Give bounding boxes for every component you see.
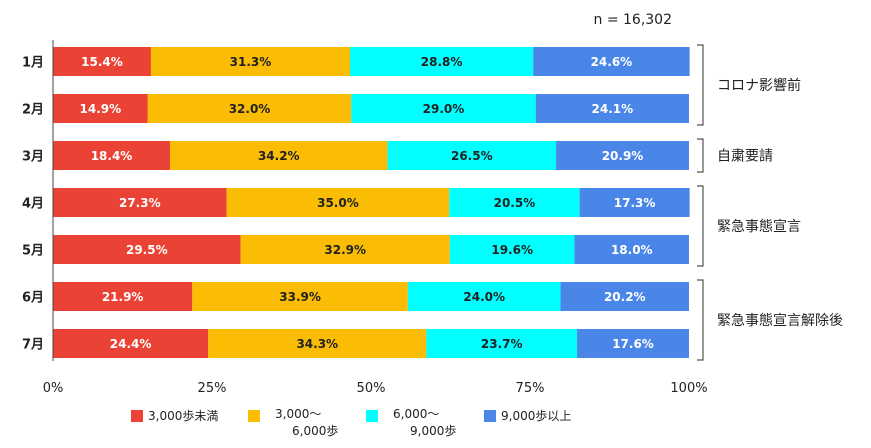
data-label: 17.6%	[612, 337, 654, 351]
bar-segment	[53, 329, 209, 358]
bar-segment	[53, 94, 148, 123]
data-label: 24.0%	[463, 290, 505, 304]
data-label: 18.0%	[611, 243, 653, 257]
data-label: 15.4%	[81, 55, 123, 69]
data-label: 21.9%	[102, 290, 144, 304]
data-label: 31.3%	[230, 55, 272, 69]
bar-segment	[350, 47, 534, 76]
x-tick-label: 100%	[670, 381, 707, 396]
group-label: 緊急事態宣言	[717, 219, 801, 235]
legend-swatch	[131, 410, 143, 422]
group-bracket	[697, 279, 704, 361]
category-label: 4月	[22, 197, 44, 212]
data-label: 18.4%	[91, 149, 133, 163]
x-tick-label: 0%	[43, 381, 64, 396]
group-label: コロナ影響前	[717, 77, 801, 94]
data-label: 17.3%	[614, 196, 656, 210]
bar-segment	[560, 282, 689, 311]
bar-segment	[147, 94, 352, 123]
legend-label: 9,000歩	[410, 423, 456, 438]
data-label: 34.3%	[296, 337, 338, 351]
data-label: 24.1%	[592, 102, 634, 116]
bar-segment	[577, 329, 689, 358]
bar-segment	[226, 188, 450, 217]
category-label: 5月	[22, 244, 44, 259]
legend-label: 6,000～	[393, 407, 439, 421]
x-tick-label: 25%	[198, 381, 227, 396]
group-bracket	[697, 44, 704, 126]
bar-segment	[351, 94, 536, 123]
group-bracket	[697, 185, 704, 267]
data-label: 20.2%	[604, 290, 646, 304]
data-label: 20.5%	[494, 196, 536, 210]
bar-segment	[150, 47, 351, 76]
y-axis-categories: 1月 2月 3月 4月 5月 6月 7月	[22, 56, 44, 353]
category-label: 7月	[22, 338, 44, 353]
data-label: 14.9%	[80, 102, 122, 116]
legend-swatch	[248, 410, 260, 422]
bar-segment	[53, 141, 171, 170]
bar-segment	[407, 282, 561, 311]
data-label: 35.0%	[317, 196, 359, 210]
category-label: 2月	[22, 103, 44, 118]
data-label: 33.9%	[279, 290, 321, 304]
data-label: 34.2%	[258, 149, 300, 163]
data-label: 29.0%	[423, 102, 465, 116]
x-axis: 0% 25% 50% 75% 100%	[43, 40, 708, 396]
bar-segment	[387, 141, 557, 170]
bar-segment	[53, 47, 151, 76]
category-label: 3月	[22, 150, 44, 165]
bar-segment	[208, 329, 427, 358]
bar-segment	[449, 235, 575, 264]
bar-segment	[53, 188, 227, 217]
data-label: 23.7%	[481, 337, 523, 351]
group-label: 緊急事態宣言解除後	[717, 313, 843, 329]
bar-segment	[53, 235, 241, 264]
bar-segment	[240, 235, 450, 264]
bar-segment	[53, 282, 193, 311]
legend-label: 9,000歩以上	[501, 408, 571, 423]
sample-size-note: n = 16,302	[594, 12, 673, 28]
group-label: 自粛要請	[717, 149, 773, 165]
bar-segment	[574, 235, 689, 264]
data-label: 27.3%	[119, 196, 161, 210]
data-label: 32.0%	[229, 102, 271, 116]
legend-label: 3,000～	[275, 407, 321, 421]
bar-segment	[579, 188, 690, 217]
data-label: 24.4%	[110, 337, 152, 351]
legend-label: 3,000歩未満	[148, 408, 218, 423]
bar-segment	[192, 282, 408, 311]
bars-layer: 15.4% 31.3% 28.8% 24.6% 14.9% 32.0% 29.0% 24.1%…	[53, 47, 690, 358]
legend-swatch	[484, 410, 496, 422]
x-tick-label: 75%	[516, 381, 545, 396]
category-label: 1月	[22, 56, 44, 71]
bar-segment	[449, 188, 580, 217]
data-label: 24.6%	[591, 55, 633, 69]
legend: 3,000歩未満 3,000～ 6,000歩 6,000～ 9,000歩 9,000歩以上	[131, 407, 571, 438]
bar-segment	[533, 47, 690, 76]
data-label: 26.5%	[451, 149, 493, 163]
data-label: 29.5%	[126, 243, 168, 257]
x-tick-label: 50%	[357, 381, 386, 396]
category-label: 6月	[22, 291, 44, 306]
data-label: 20.9%	[602, 149, 644, 163]
data-label: 28.8%	[421, 55, 463, 69]
legend-swatch	[366, 410, 378, 422]
bar-segment	[535, 94, 689, 123]
bar-segment	[426, 329, 578, 358]
bar-segment	[170, 141, 388, 170]
bar-segment	[556, 141, 689, 170]
data-label: 19.6%	[491, 243, 533, 257]
legend-label: 6,000歩	[292, 423, 338, 438]
group-bracket	[697, 138, 704, 173]
data-label: 32.9%	[324, 243, 366, 257]
